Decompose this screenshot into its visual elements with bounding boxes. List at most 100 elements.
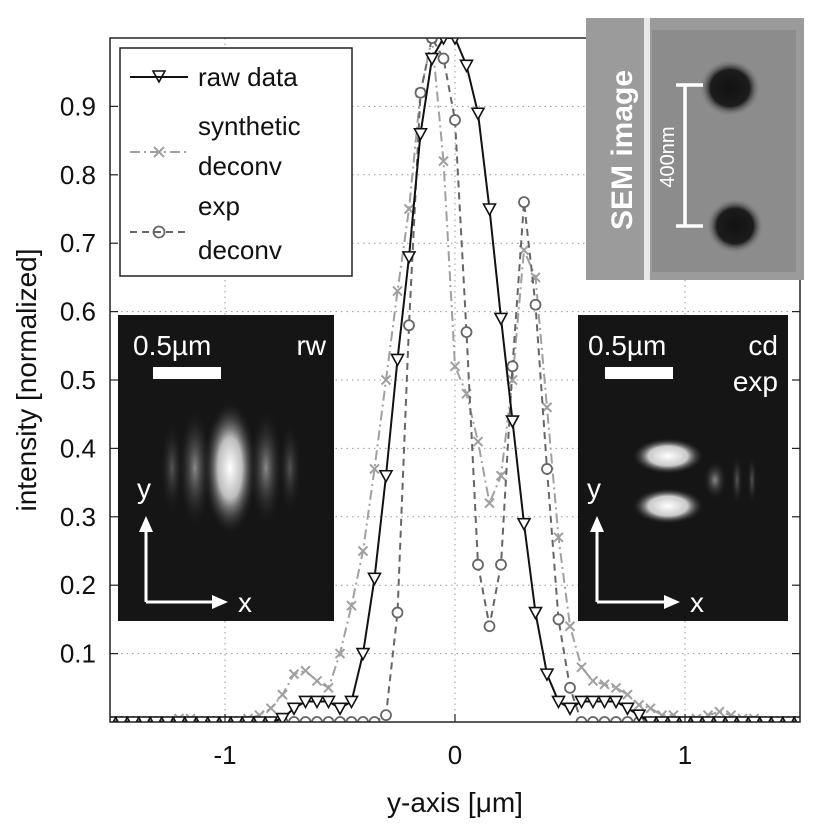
- y-tick-label: 0.8: [60, 160, 96, 190]
- inset-raw-scale-bar: [153, 367, 221, 379]
- data-point-synthetic-deconv: [610, 682, 622, 694]
- psf-side-lobe-left: [178, 406, 212, 530]
- data-point-synthetic-deconv: [300, 665, 311, 676]
- data-point-exp-deconv: [483, 620, 496, 633]
- data-point-raw-data: [654, 716, 670, 722]
- data-point-raw-data: [585, 695, 601, 710]
- data-point-raw-data: [666, 716, 681, 722]
- psf-side-lobe-right: [249, 408, 283, 528]
- data-point-exp-deconv: [621, 716, 634, 722]
- data-point-raw-data: [321, 695, 336, 710]
- inset-deconv-y-arrow-head: [590, 516, 604, 532]
- psf-lobe-side: [703, 460, 727, 500]
- legend-label-raw-data: raw data: [198, 62, 298, 92]
- x-tick-label: 0: [448, 740, 462, 770]
- data-point-raw-data: [401, 251, 417, 265]
- data-point-exp-deconv: [575, 716, 588, 722]
- data-point-raw-data: [114, 716, 129, 722]
- data-point-exp-deconv: [414, 86, 427, 99]
- psf-side-lobe-far-left: [160, 418, 184, 518]
- psf-main-lobe: [203, 400, 257, 536]
- data-point-raw-data: [792, 716, 800, 722]
- data-point-raw-data: [263, 716, 279, 722]
- data-point-synthetic-deconv: [369, 463, 380, 475]
- data-point-raw-data: [206, 716, 221, 722]
- data-point-exp-deconv: [322, 716, 335, 722]
- data-point-raw-data: [390, 353, 405, 368]
- inset-deconv-scale-bar: [605, 367, 673, 379]
- legend-marker-synthetic-deconv: [153, 146, 165, 158]
- data-point-raw-data: [528, 606, 543, 621]
- y-tick-label: 0.9: [60, 91, 96, 121]
- data-point-synthetic-deconv: [403, 203, 415, 215]
- data-point-raw-data: [413, 127, 428, 142]
- data-point-synthetic-deconv: [392, 285, 403, 297]
- data-point-exp-deconv: [368, 716, 381, 722]
- data-point-raw-data: [275, 712, 290, 722]
- legend-item-exp-deconv: exp deconv: [130, 191, 282, 265]
- data-point-synthetic-deconv: [334, 648, 346, 659]
- data-point-exp-deconv: [472, 558, 484, 571]
- y-tick-label: 0.7: [60, 228, 96, 258]
- legend-item-raw-data: raw data: [130, 62, 298, 92]
- data-point-synthetic-deconv: [587, 675, 599, 687]
- data-point-exp-deconv: [380, 709, 392, 722]
- inset-raw-x-arrow-head: [212, 595, 228, 609]
- data-point-exp-deconv: [334, 716, 346, 722]
- data-point-synthetic-deconv: [553, 532, 564, 543]
- data-point-raw-data: [240, 716, 256, 722]
- data-point-exp-deconv: [552, 613, 565, 626]
- data-point-raw-data: [712, 716, 727, 722]
- data-point-raw-data: [781, 716, 796, 722]
- psf-lobe-faint-1: [731, 452, 743, 508]
- data-point-raw-data: [643, 716, 658, 722]
- data-point-raw-data: [735, 716, 750, 722]
- data-point-raw-data: [229, 716, 244, 722]
- psf-side-lobe-far-right: [278, 420, 302, 516]
- data-point-synthetic-deconv: [507, 374, 518, 386]
- inset-raw-y-arrow-head: [139, 516, 153, 532]
- data-point-raw-data: [470, 107, 486, 121]
- sem-hole-upper: [700, 60, 760, 116]
- data-point-raw-data: [562, 702, 578, 716]
- data-point-exp-deconv: [460, 326, 473, 339]
- data-point-raw-data: [378, 469, 394, 484]
- data-point-exp-deconv: [403, 319, 415, 332]
- inset-deconv-x-arrow-head: [664, 595, 680, 609]
- legend: raw data synthetic deconv exp deconv: [119, 47, 353, 277]
- y-tick-label: 0.2: [60, 570, 96, 600]
- data-point-raw-data: [608, 695, 624, 710]
- data-point-synthetic-deconv: [472, 436, 484, 447]
- y-tick-label: 0.6: [60, 297, 96, 327]
- data-point-raw-data: [344, 695, 359, 710]
- data-point-raw-data: [689, 716, 704, 722]
- data-point-raw-data: [355, 647, 371, 662]
- data-point-exp-deconv: [598, 716, 611, 722]
- data-point-raw-data: [160, 716, 175, 722]
- data-point-raw-data: [700, 716, 716, 722]
- legend-label-exp-deconv: deconv: [198, 235, 282, 265]
- data-point-synthetic-deconv: [645, 703, 656, 714]
- data-point-raw-data: [148, 716, 164, 722]
- data-point-raw-data: [137, 716, 152, 722]
- y-tick-label: 0.1: [60, 639, 96, 669]
- x-tick-label: -1: [213, 740, 236, 770]
- y-axis-title: intensity [normalized]: [11, 248, 42, 511]
- legend-marker-raw-data: [151, 70, 167, 84]
- inset-deconv-scale-label: 0.5µm: [588, 330, 666, 361]
- inset-deconv-image: 0.5µm cd exp y x: [578, 315, 788, 621]
- data-point-raw-data: [516, 517, 532, 532]
- data-point-raw-data: [424, 52, 440, 67]
- data-point-raw-data: [493, 312, 509, 327]
- y-tick-label: 0.3: [60, 502, 96, 532]
- axis-ticks: 0.1 0.2 0.3 0.4 0.5 0.6 0.7 0.8 0.9 -1 0 1: [60, 91, 800, 770]
- data-point-raw-data: [110, 716, 118, 722]
- inset-raw-y-label: y: [137, 473, 151, 504]
- data-point-synthetic-deconv: [449, 361, 461, 372]
- data-point-synthetic-deconv: [484, 497, 495, 509]
- inset-deconv-x-label: x: [690, 587, 704, 618]
- data-point-exp-deconv: [299, 716, 312, 722]
- data-point-synthetic-deconv: [564, 621, 576, 632]
- data-point-raw-data: [286, 702, 302, 716]
- data-point-raw-data: [551, 695, 566, 710]
